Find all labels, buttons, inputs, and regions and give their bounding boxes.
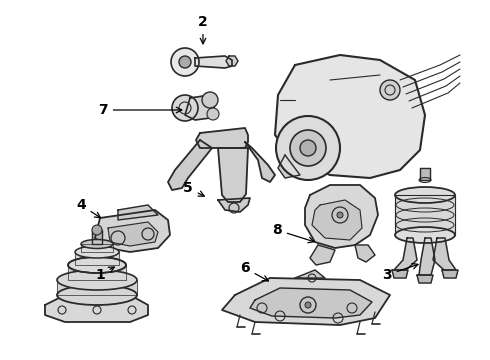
Polygon shape (226, 56, 238, 66)
Polygon shape (92, 230, 102, 244)
Circle shape (202, 92, 218, 108)
Ellipse shape (395, 187, 455, 203)
Text: 1: 1 (95, 267, 114, 282)
Polygon shape (433, 238, 456, 270)
Polygon shape (68, 265, 126, 280)
Ellipse shape (395, 227, 455, 243)
Circle shape (290, 130, 326, 166)
Polygon shape (310, 245, 335, 265)
Circle shape (337, 212, 343, 218)
Ellipse shape (75, 246, 119, 258)
Ellipse shape (68, 257, 126, 273)
Polygon shape (278, 155, 300, 178)
Ellipse shape (57, 285, 137, 305)
Circle shape (380, 80, 400, 100)
Polygon shape (295, 270, 325, 278)
Polygon shape (245, 142, 275, 182)
Polygon shape (392, 270, 408, 278)
Text: 3: 3 (382, 264, 418, 282)
Circle shape (92, 225, 102, 235)
Polygon shape (196, 128, 248, 148)
Polygon shape (250, 288, 372, 318)
Circle shape (207, 108, 219, 120)
Polygon shape (417, 275, 433, 283)
Polygon shape (312, 200, 362, 240)
Text: 6: 6 (240, 261, 269, 281)
Polygon shape (168, 140, 212, 190)
Polygon shape (275, 55, 425, 178)
Polygon shape (355, 245, 375, 262)
Circle shape (171, 48, 199, 76)
Text: 5: 5 (183, 181, 204, 196)
Polygon shape (185, 95, 215, 120)
Polygon shape (222, 278, 390, 325)
Polygon shape (75, 252, 119, 265)
Polygon shape (442, 270, 458, 278)
Circle shape (179, 56, 191, 68)
Circle shape (305, 302, 311, 308)
Circle shape (276, 116, 340, 180)
Ellipse shape (57, 270, 137, 290)
Polygon shape (95, 210, 170, 252)
Polygon shape (420, 168, 430, 180)
Polygon shape (57, 280, 137, 295)
Polygon shape (218, 148, 248, 202)
Text: 4: 4 (76, 198, 100, 218)
Polygon shape (218, 198, 250, 212)
Ellipse shape (81, 239, 113, 248)
Polygon shape (108, 222, 158, 246)
Polygon shape (395, 195, 455, 235)
Polygon shape (419, 238, 435, 275)
Text: 2: 2 (198, 15, 208, 44)
Text: 8: 8 (272, 223, 314, 243)
Polygon shape (195, 56, 232, 68)
Circle shape (172, 95, 198, 121)
Polygon shape (81, 244, 113, 252)
Polygon shape (118, 205, 158, 220)
Polygon shape (394, 238, 417, 270)
Polygon shape (45, 295, 148, 322)
Circle shape (300, 140, 316, 156)
Polygon shape (305, 185, 378, 248)
Text: 7: 7 (98, 103, 182, 117)
